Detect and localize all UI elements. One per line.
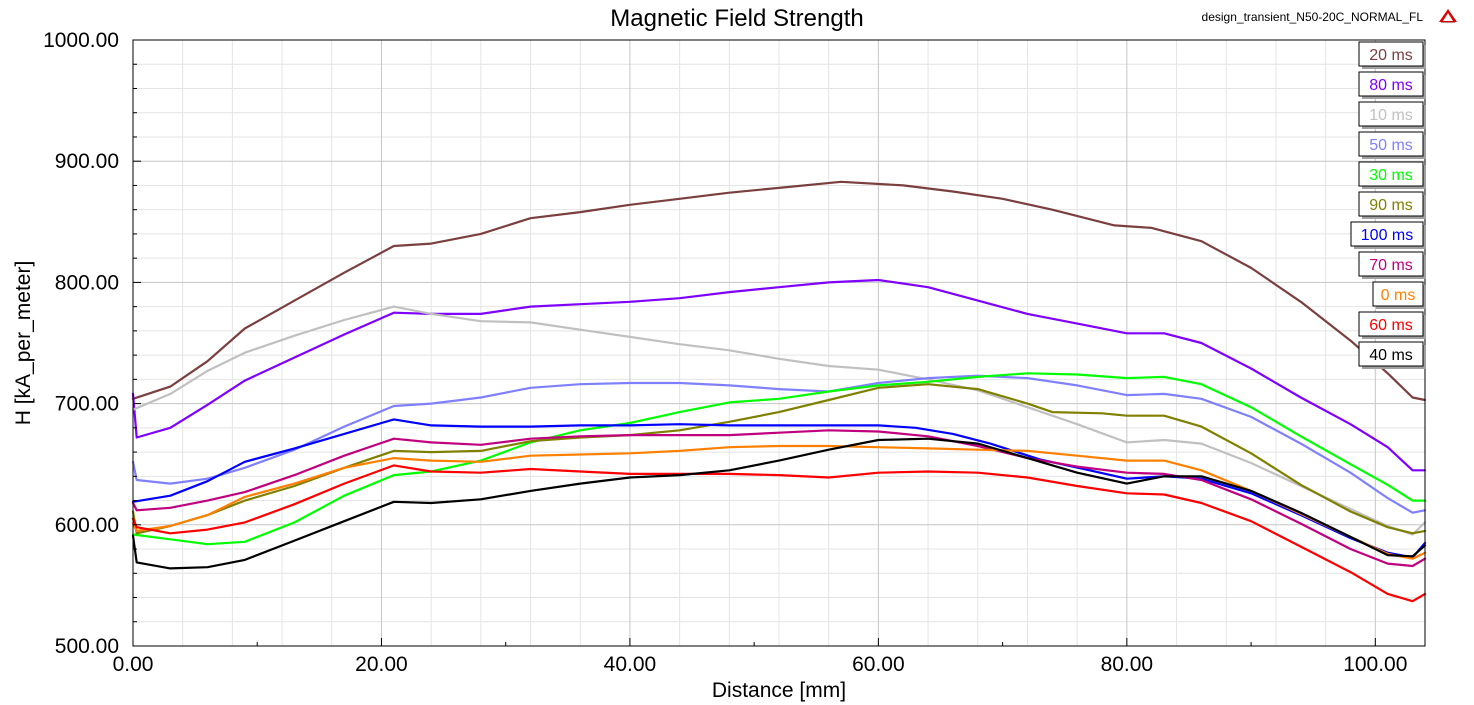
legend-item-label: 60 ms xyxy=(1369,317,1413,334)
y-tick-label: 600.00 xyxy=(55,514,119,537)
grid-minor xyxy=(133,40,1425,646)
y-tick-label: 800.00 xyxy=(55,271,119,294)
legend-item-label: 50 ms xyxy=(1369,137,1413,154)
legend-item-label: 20 ms xyxy=(1369,47,1413,64)
y-tick-label: 700.00 xyxy=(55,393,119,416)
series-line-10ms xyxy=(131,305,1427,536)
legend-item-box xyxy=(1358,71,1424,97)
y-axis-tick-labels: 500.00 600.00 700.00 800.00 900.00 1000.00 xyxy=(43,29,119,658)
legend-item-box xyxy=(1358,251,1424,277)
legend-item-60ms[interactable]: 60 ms xyxy=(1358,311,1426,339)
legend-item-box xyxy=(1358,191,1424,217)
x-axis-tick-labels: 0.00 20.00 40.00 60.00 80.00 100.00 xyxy=(113,653,1408,676)
legend-item-box xyxy=(1358,341,1424,367)
legend-item-box xyxy=(1358,311,1424,337)
design-name-label: design_transient_N50-20C_NORMAL_FL xyxy=(1202,10,1424,24)
series-line-80ms xyxy=(131,278,1427,472)
y-tick-label: 500.00 xyxy=(55,635,119,658)
y-axis-label: H [kA_per_meter] xyxy=(12,261,35,426)
x-tick-label: 80.00 xyxy=(1101,653,1154,676)
series-line-90ms xyxy=(131,383,1427,535)
legend-item-label: 70 ms xyxy=(1369,257,1413,274)
series-line-60ms xyxy=(131,464,1427,603)
legend-item-40ms[interactable]: 40 ms xyxy=(1358,341,1426,369)
x-tick-label: 0.00 xyxy=(113,653,154,676)
x-tick-label: 20.00 xyxy=(355,653,408,676)
legend-item-50ms[interactable]: 50 ms xyxy=(1358,131,1426,159)
y-tick-label: 1000.00 xyxy=(43,29,119,52)
legend-item-label: 90 ms xyxy=(1369,197,1413,214)
legend-item-label: 0 ms xyxy=(1381,287,1416,304)
x-tick-label: 100.00 xyxy=(1343,653,1407,676)
legend-item-label: 80 ms xyxy=(1369,77,1413,94)
legend-item-box xyxy=(1358,101,1424,127)
series-line-20ms xyxy=(131,180,1427,402)
chart-title: Magnetic Field Strength xyxy=(610,5,863,32)
legend-item-box xyxy=(1358,131,1424,157)
legend-item-label: 10 ms xyxy=(1369,107,1413,124)
series-line-40ms xyxy=(131,437,1427,570)
legend-item-box xyxy=(1350,221,1424,247)
legend-item-100ms[interactable]: 100 ms xyxy=(1350,221,1426,249)
plot-area-frame xyxy=(132,39,1426,647)
x-tick-label: 60.00 xyxy=(852,653,905,676)
legend[interactable]: 20 ms 80 ms 10 ms 50 ms 30 ms 90 ms 100 ms 70 m… xyxy=(1350,41,1426,369)
legend-item-10ms[interactable]: 10 ms xyxy=(1358,101,1426,129)
axis-ticks xyxy=(132,39,1376,647)
legend-item-0ms[interactable]: 0 ms xyxy=(1372,281,1426,309)
legend-item-label: 100 ms xyxy=(1361,227,1413,244)
legend-item-90ms[interactable]: 90 ms xyxy=(1358,191,1426,219)
legend-item-box xyxy=(1358,161,1424,187)
series-line-70ms xyxy=(131,429,1427,568)
legend-item-label: 30 ms xyxy=(1369,167,1413,184)
series-line-30ms xyxy=(131,372,1427,546)
legend-item-20ms[interactable]: 20 ms xyxy=(1358,41,1426,69)
x-axis-label: Distance [mm] xyxy=(712,679,846,702)
x-tick-label: 40.00 xyxy=(604,653,657,676)
ansys-logo-icon xyxy=(1439,9,1457,23)
legend-item-80ms[interactable]: 80 ms xyxy=(1358,71,1426,99)
legend-item-70ms[interactable]: 70 ms xyxy=(1358,251,1426,279)
series-line-50ms xyxy=(131,374,1427,514)
series-lines xyxy=(131,180,1427,603)
legend-item-30ms[interactable]: 30 ms xyxy=(1358,161,1426,189)
legend-item-box xyxy=(1372,281,1424,307)
legend-item-label: 40 ms xyxy=(1369,347,1413,364)
series-line-100ms xyxy=(131,418,1427,559)
legend-item-box xyxy=(1358,41,1424,67)
y-tick-label: 900.00 xyxy=(55,150,119,173)
